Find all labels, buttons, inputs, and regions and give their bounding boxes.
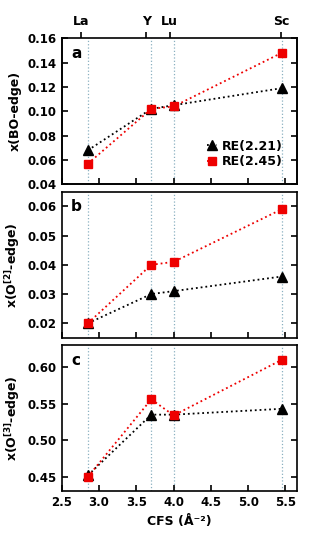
Line: RE(2.21): RE(2.21) <box>83 84 286 155</box>
RE(2.45) <box>280 206 284 212</box>
Y-axis label: x(BO-edge): x(BO-edge) <box>9 71 22 151</box>
RE(2.45) <box>86 161 90 167</box>
RE(2.21) <box>172 102 176 109</box>
RE(2.21) <box>86 147 90 153</box>
RE(2.45) <box>150 262 153 268</box>
RE(2.21) <box>150 105 153 112</box>
Line: RE(2.45): RE(2.45) <box>84 355 286 481</box>
RE(2.21) <box>172 288 176 294</box>
RE(2.21) <box>150 411 153 418</box>
RE(2.45) <box>172 103 176 110</box>
RE(2.21) <box>150 291 153 298</box>
RE(2.21) <box>280 85 284 91</box>
RE(2.45) <box>280 50 284 56</box>
RE(2.45) <box>150 396 153 402</box>
Y-axis label: x(O$^{[2]}$-edge): x(O$^{[2]}$-edge) <box>3 222 22 308</box>
RE(2.45) <box>280 357 284 363</box>
Y-axis label: x(O$^{[3]}$-edge): x(O$^{[3]}$-edge) <box>3 376 22 461</box>
RE(2.45) <box>150 105 153 112</box>
Line: RE(2.45): RE(2.45) <box>84 205 286 328</box>
X-axis label: CFS (Å⁻²): CFS (Å⁻²) <box>147 515 212 528</box>
Line: RE(2.45): RE(2.45) <box>84 49 286 168</box>
Text: a: a <box>71 45 82 61</box>
Line: RE(2.21): RE(2.21) <box>83 404 286 480</box>
Text: c: c <box>71 353 80 367</box>
RE(2.21) <box>86 320 90 327</box>
RE(2.45) <box>86 473 90 480</box>
RE(2.45) <box>172 259 176 265</box>
RE(2.21) <box>280 406 284 412</box>
RE(2.45) <box>172 412 176 419</box>
RE(2.45) <box>86 320 90 327</box>
RE(2.21) <box>86 472 90 479</box>
Legend: RE(2.21), RE(2.45): RE(2.21), RE(2.45) <box>205 138 286 171</box>
RE(2.21) <box>280 273 284 280</box>
RE(2.21) <box>172 411 176 418</box>
Line: RE(2.21): RE(2.21) <box>83 272 286 328</box>
Text: b: b <box>71 199 82 214</box>
